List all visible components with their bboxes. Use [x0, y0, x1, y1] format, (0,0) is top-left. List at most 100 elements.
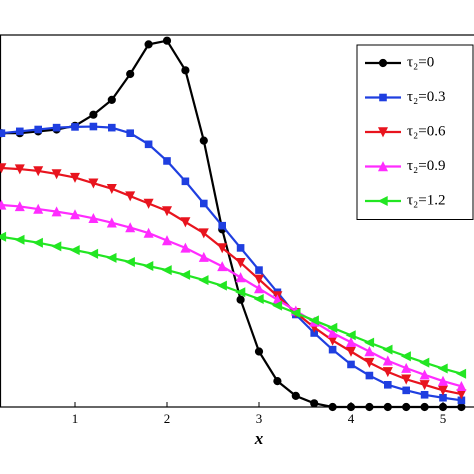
- marker: [0, 163, 7, 174]
- marker: [419, 380, 430, 391]
- marker: [346, 402, 356, 412]
- marker: [181, 66, 190, 75]
- marker: [162, 36, 172, 45]
- marker: [144, 140, 153, 149]
- marker: [88, 212, 99, 223]
- marker: [382, 344, 393, 355]
- marker: [235, 272, 246, 283]
- marker: [272, 300, 283, 311]
- x-tick-label: 1: [72, 411, 79, 426]
- marker: [308, 315, 319, 326]
- marker: [402, 402, 411, 412]
- legend-marker: [377, 195, 388, 207]
- legend-label: τ₂=0.6: [407, 123, 446, 139]
- marker: [218, 221, 226, 230]
- marker: [125, 191, 136, 202]
- marker: [253, 293, 264, 304]
- marker: [402, 386, 410, 395]
- marker: [198, 275, 209, 286]
- marker: [216, 280, 227, 291]
- marker: [0, 199, 7, 210]
- marker: [384, 381, 392, 389]
- legend-marker: [379, 93, 387, 102]
- marker: [255, 266, 263, 274]
- marker: [345, 346, 357, 357]
- marker: [345, 330, 356, 341]
- x-tick-label: 5: [440, 411, 447, 426]
- marker: [327, 322, 338, 333]
- marker: [125, 222, 136, 233]
- marker: [107, 95, 116, 105]
- marker: [32, 237, 43, 248]
- marker: [126, 129, 135, 137]
- marker: [16, 127, 24, 136]
- marker: [69, 209, 81, 220]
- marker: [437, 375, 449, 386]
- marker: [161, 235, 173, 246]
- marker: [161, 206, 173, 217]
- marker: [126, 69, 135, 79]
- marker: [199, 136, 208, 145]
- marker: [69, 172, 81, 183]
- marker: [328, 402, 337, 412]
- marker: [457, 402, 466, 412]
- marker: [88, 248, 99, 259]
- marker: [89, 110, 98, 119]
- legend-marker: [377, 127, 389, 138]
- marker: [14, 164, 25, 175]
- x-axis-label: x: [254, 429, 264, 448]
- marker: [51, 241, 62, 252]
- marker: [33, 203, 44, 214]
- marker: [144, 40, 153, 49]
- plot-frame: [0, 34, 474, 408]
- marker: [106, 252, 117, 263]
- marker: [34, 125, 43, 134]
- marker: [383, 402, 392, 412]
- marker: [143, 261, 154, 272]
- marker: [200, 199, 208, 208]
- marker: [235, 258, 246, 269]
- marker: [401, 374, 412, 385]
- marker: [437, 385, 449, 396]
- marker: [52, 123, 61, 132]
- marker: [347, 360, 355, 369]
- marker: [198, 228, 209, 239]
- marker: [365, 402, 374, 412]
- marker: [401, 362, 412, 373]
- marker: [253, 274, 265, 285]
- marker: [0, 231, 7, 242]
- marker: [161, 265, 172, 276]
- marker: [419, 357, 430, 368]
- marker: [420, 402, 429, 412]
- marker: [291, 391, 300, 400]
- marker: [51, 169, 62, 180]
- marker: [33, 166, 44, 177]
- x-tick-label: 2: [164, 411, 171, 426]
- marker: [180, 217, 191, 228]
- marker: [181, 177, 190, 186]
- marker: [180, 242, 191, 253]
- marker: [217, 261, 228, 272]
- marker: [143, 198, 154, 209]
- marker: [235, 287, 246, 298]
- marker: [124, 256, 135, 267]
- marker: [253, 283, 265, 294]
- x-tick-label: 4: [348, 411, 355, 426]
- marker: [273, 377, 282, 386]
- marker: [198, 251, 209, 262]
- marker: [51, 206, 62, 217]
- marker: [108, 123, 116, 132]
- marker: [106, 184, 117, 195]
- marker: [180, 269, 191, 280]
- marker: [456, 368, 467, 379]
- x-tick-label: 3: [256, 411, 263, 426]
- marker: [382, 367, 393, 378]
- marker: [290, 308, 301, 319]
- marker: [420, 390, 429, 399]
- legend-label: τ₂=0.3: [407, 89, 445, 105]
- marker: [382, 355, 393, 366]
- marker: [69, 245, 80, 256]
- legend-marker: [377, 161, 389, 172]
- marker: [89, 122, 98, 131]
